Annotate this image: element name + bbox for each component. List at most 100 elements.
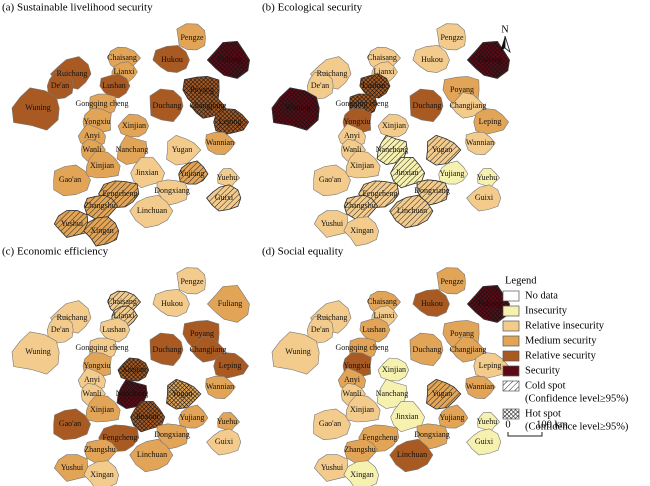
county-area	[438, 404, 469, 429]
county-area	[129, 438, 174, 473]
county-area	[477, 168, 501, 188]
county-area	[473, 352, 509, 379]
county-label: Chaisang	[367, 53, 397, 62]
panels: (a) Sustainable livelihood security Chais…	[2, 2, 510, 486]
county-area	[343, 460, 380, 486]
county-label: Chaisang	[367, 297, 397, 306]
county-area	[450, 336, 486, 363]
county-area	[306, 72, 334, 100]
county-label: Jinxian	[395, 412, 418, 421]
spot-hatch	[359, 73, 391, 99]
county-label: Lianxi	[374, 311, 396, 320]
county-label: Gao'an	[59, 419, 81, 428]
county-label: Xinjian	[382, 121, 406, 130]
county-label: Leping	[479, 117, 502, 126]
county-label: Wanli	[83, 389, 103, 398]
legend-title: Legend	[505, 275, 537, 286]
spot-hatch	[426, 134, 462, 166]
county-area	[129, 194, 174, 229]
county-label: Xingan	[350, 470, 374, 479]
county-label: Duchang	[153, 101, 182, 110]
county-label: Guixi	[475, 193, 494, 202]
county-label: Gao'an	[59, 175, 81, 184]
spot-hatch	[190, 92, 226, 119]
county-label: De'an	[311, 81, 329, 90]
county-label: Wuning	[285, 347, 310, 356]
county-label: Anyi	[84, 375, 101, 384]
legend: Legend No data Insecurity Relative insecuri…	[502, 275, 629, 432]
county-area	[313, 408, 351, 441]
legend-swatch	[502, 305, 520, 317]
map-panel: (d) Social equality Chaisang Pengze Hukou Fu…	[262, 246, 510, 486]
spot-hatch	[466, 40, 510, 79]
legend-swatch	[502, 408, 520, 420]
county-area	[359, 317, 391, 343]
county-area	[11, 87, 60, 131]
spot-hatch	[130, 401, 166, 433]
county-label: Duchang	[413, 345, 442, 354]
legend-swatch	[502, 365, 520, 377]
county-label: Linchuan	[137, 450, 167, 459]
county-label: Guixi	[215, 437, 234, 446]
county-label: Pengze	[180, 277, 204, 286]
county-label: Nanchang	[376, 389, 408, 398]
spot-hatch	[271, 87, 320, 131]
county-label: Jinxian	[395, 168, 418, 177]
county-area	[130, 157, 166, 189]
county-label: Nanchang	[116, 145, 148, 154]
county-label: Anyi	[84, 131, 101, 140]
county-label: De'an	[51, 325, 69, 334]
map-panel: (c) Economic efficiency Chaisang Pengze Huk…	[2, 246, 250, 486]
county-area	[176, 23, 206, 51]
county-area	[206, 428, 242, 456]
county-label: Guixi	[215, 193, 234, 202]
county-label: Zhangshu	[344, 445, 376, 454]
county-area	[412, 45, 450, 73]
county-label: Yushui	[321, 463, 344, 472]
legend-label: Relative insecurity	[525, 320, 605, 331]
spot-hatch	[426, 378, 462, 410]
county-label: Fengcheng	[362, 433, 397, 442]
county-label: De'an	[311, 325, 329, 334]
legend-swatch	[502, 290, 520, 302]
county-label: Changjiang	[450, 345, 487, 354]
legend-swatch	[502, 380, 520, 392]
county-area	[436, 267, 466, 295]
county-area	[53, 408, 91, 441]
county-label: Gongqing cheng	[335, 343, 388, 352]
county-label: Jinxian	[135, 168, 158, 177]
county-area	[409, 332, 444, 367]
county-label: Xingan	[90, 470, 114, 479]
legend-label: Insecurity	[525, 305, 568, 316]
north-label: N	[501, 24, 508, 35]
county-label: Dongxiang	[154, 186, 190, 195]
spot-hatch	[213, 108, 250, 135]
county-area	[465, 375, 496, 400]
county-label: Fengcheng	[362, 189, 397, 198]
county-area	[438, 160, 469, 185]
county-label: Xinjian	[122, 121, 146, 130]
spot-hatch	[178, 160, 209, 185]
county-label: Yujiang	[440, 413, 465, 422]
north-arrow-left	[500, 36, 505, 52]
county-label: Fuliang	[218, 299, 242, 308]
county-label: Wannian	[206, 382, 234, 391]
north-arrow: N	[500, 24, 511, 54]
county-label: Linchuan	[397, 450, 427, 459]
county-area	[190, 336, 226, 363]
county-label: Yugan	[432, 389, 452, 398]
map-panel: (a) Sustainable livelihood security Chais…	[2, 2, 250, 247]
county-label: Fengcheng	[102, 189, 137, 198]
county-label: Yuehu	[477, 417, 497, 426]
county-area	[436, 23, 466, 51]
county-area	[149, 332, 184, 367]
legend-label: Relative security	[525, 350, 597, 361]
county-label: Guixi	[475, 437, 494, 446]
county-area	[345, 394, 381, 423]
scale-start: 0	[505, 419, 510, 430]
county-label: Dongxiang	[414, 186, 450, 195]
county-label: Xingan	[90, 226, 114, 235]
map-panel: (b) Ecological security Chaisang Pengze Huk…	[262, 2, 510, 247]
county-label: Yugan	[172, 389, 192, 398]
